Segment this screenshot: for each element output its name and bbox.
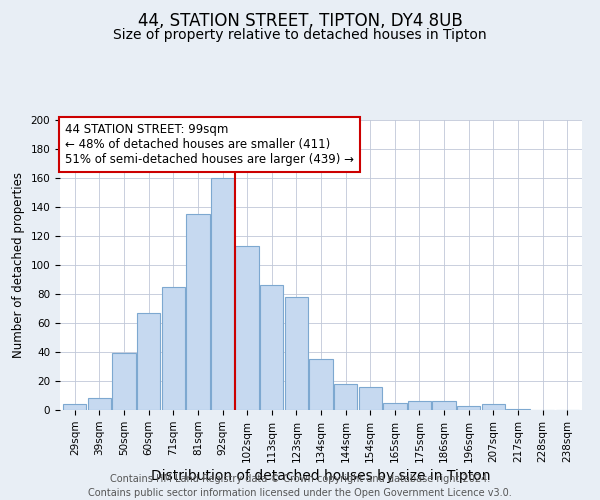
- Bar: [63, 404, 86, 410]
- Bar: [284, 297, 308, 410]
- Y-axis label: Number of detached properties: Number of detached properties: [12, 172, 25, 358]
- Bar: [482, 404, 505, 410]
- Bar: [137, 313, 160, 410]
- Bar: [260, 286, 283, 410]
- Bar: [408, 402, 431, 410]
- Bar: [161, 287, 185, 410]
- Bar: [457, 406, 481, 410]
- Bar: [235, 246, 259, 410]
- Bar: [359, 387, 382, 410]
- Bar: [433, 402, 456, 410]
- Bar: [112, 354, 136, 410]
- Bar: [506, 408, 530, 410]
- Bar: [186, 214, 209, 410]
- Text: Size of property relative to detached houses in Tipton: Size of property relative to detached ho…: [113, 28, 487, 42]
- Text: Contains HM Land Registry data © Crown copyright and database right 2024.
Contai: Contains HM Land Registry data © Crown c…: [88, 474, 512, 498]
- Bar: [310, 359, 332, 410]
- Bar: [88, 398, 111, 410]
- Text: 44, STATION STREET, TIPTON, DY4 8UB: 44, STATION STREET, TIPTON, DY4 8UB: [137, 12, 463, 30]
- Bar: [211, 178, 234, 410]
- Bar: [383, 403, 407, 410]
- Bar: [334, 384, 358, 410]
- Text: 44 STATION STREET: 99sqm
← 48% of detached houses are smaller (411)
51% of semi-: 44 STATION STREET: 99sqm ← 48% of detach…: [65, 123, 354, 166]
- X-axis label: Distribution of detached houses by size in Tipton: Distribution of detached houses by size …: [151, 469, 491, 483]
